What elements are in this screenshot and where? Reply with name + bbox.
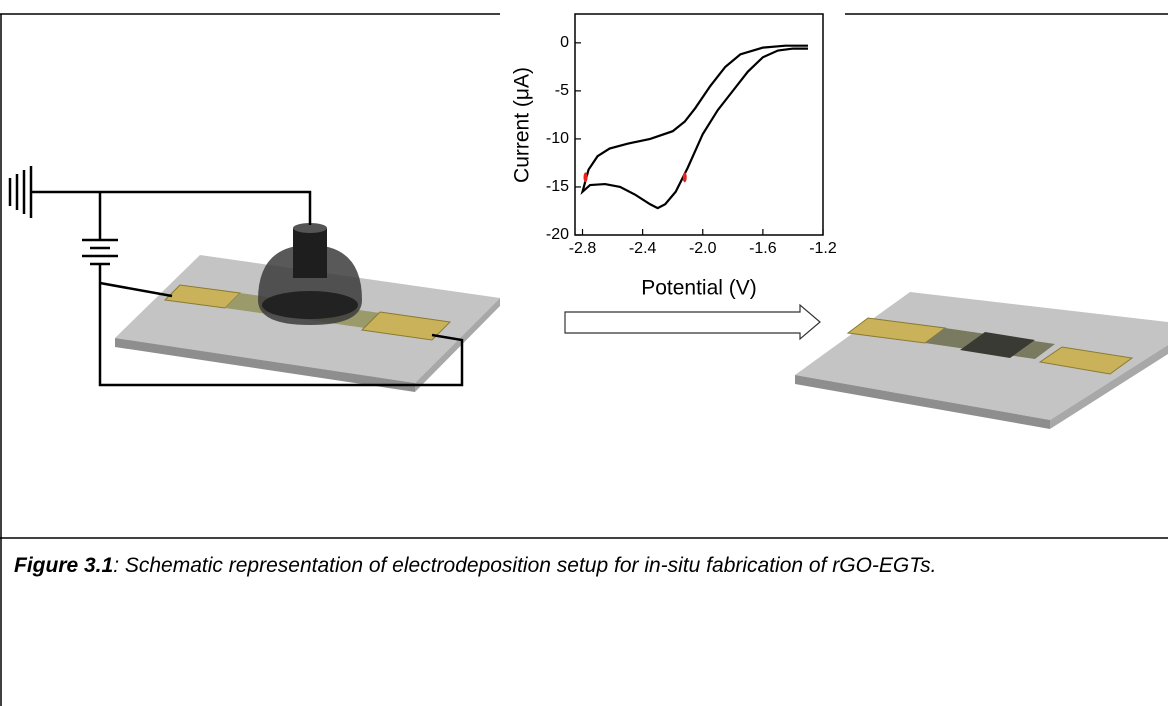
page: Potential (V) Current (μA) -2.8 -2.4 -2.0 -… xyxy=(0,0,1168,706)
cv-curve xyxy=(583,46,808,208)
caption-text: : Schematic representation of electrodep… xyxy=(113,554,936,577)
highlight-marker xyxy=(683,172,687,182)
y-tick-label: -5 xyxy=(555,82,569,99)
y-tick-label: -10 xyxy=(546,130,569,147)
setup-schematic xyxy=(10,166,500,392)
y-axis-label: Current (μA) xyxy=(511,67,534,183)
x-tick-label: -1.6 xyxy=(749,240,777,257)
device-schematic xyxy=(795,292,1168,429)
plot-frame xyxy=(575,14,823,235)
x-axis-label: Potential (V) xyxy=(641,277,757,300)
x-tick-label: -2.4 xyxy=(629,240,657,257)
y-tick-label: -20 xyxy=(546,226,569,243)
y-tick-label: 0 xyxy=(560,34,569,51)
arrow xyxy=(565,305,820,339)
caption-label: Figure 3.1 xyxy=(14,554,113,577)
figure: Potential (V) Current (μA) -2.8 -2.4 -2.0 -… xyxy=(0,0,1168,706)
x-tick-label: -2.8 xyxy=(569,240,597,257)
y-tick-label: -15 xyxy=(546,178,569,195)
x-tick-label: -2.0 xyxy=(689,240,717,257)
x-tick-label: -1.2 xyxy=(809,240,837,257)
highlight-marker xyxy=(584,172,588,182)
caption: Figure 3.1: Schematic representation of … xyxy=(14,546,1164,586)
